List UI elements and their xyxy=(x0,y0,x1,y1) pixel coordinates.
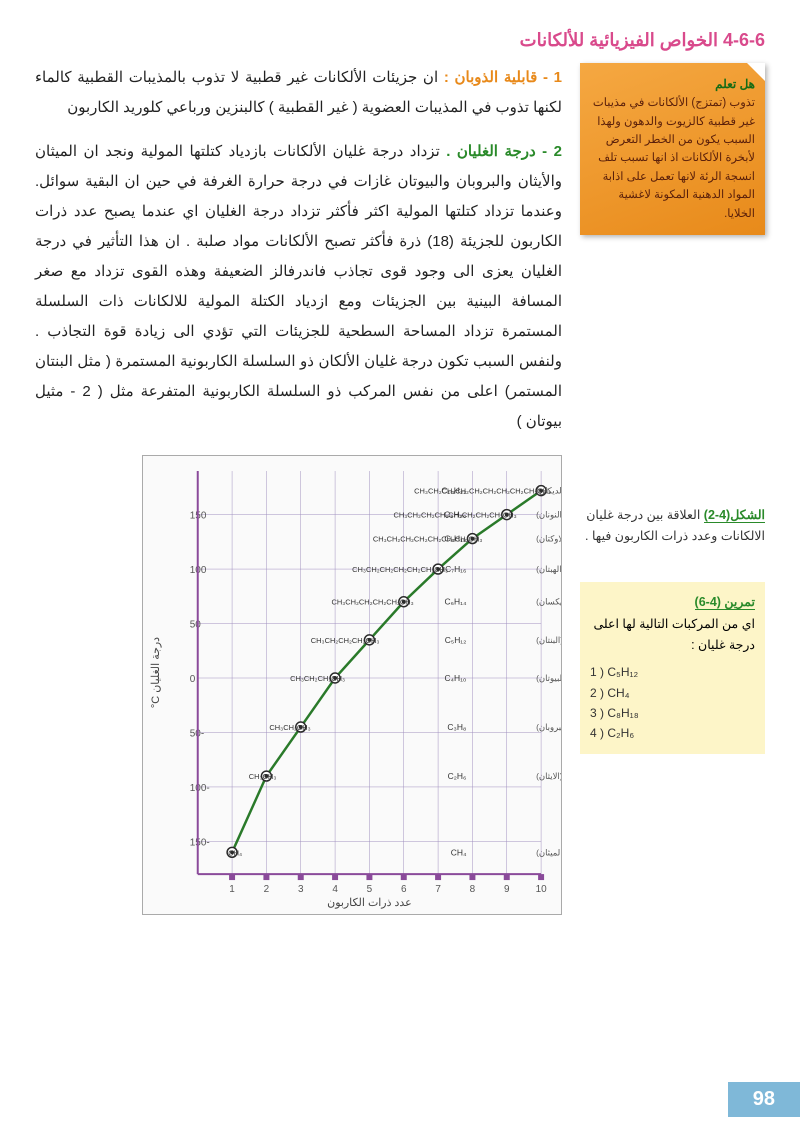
svg-text:8: 8 xyxy=(470,884,476,895)
svg-text:(الاوكتان): (الاوكتان) xyxy=(536,534,561,544)
svg-text:(البنتان): (البنتان) xyxy=(536,635,561,645)
svg-text:CH₄: CH₄ xyxy=(228,848,242,857)
svg-text:CH₃CH₂CH₂CH₂CH₂CH₂CH₂CH₂CH₂CH₃: CH₃CH₂CH₂CH₂CH₂CH₂CH₂CH₂CH₂CH₃ xyxy=(414,487,551,496)
svg-text:3: 3 xyxy=(298,884,304,895)
option-2: 2 ) CH₄ xyxy=(590,683,755,703)
svg-text:-150: -150 xyxy=(190,837,210,848)
svg-text:C₂H₆: C₂H₆ xyxy=(448,771,467,781)
svg-text:CH₃CH₂CH₂CH₂CH₂CH₂CH₃: CH₃CH₂CH₂CH₂CH₂CH₂CH₃ xyxy=(352,565,448,574)
svg-text:-100: -100 xyxy=(190,783,210,794)
svg-text:C₈H₁₈: C₈H₁₈ xyxy=(444,534,466,544)
exercise-title: تمرين (4-6) xyxy=(695,595,755,610)
svg-text:50: 50 xyxy=(190,620,202,631)
svg-text:(الهكسان): (الهكسان) xyxy=(536,597,561,607)
note-title: هل تعلم xyxy=(590,75,755,94)
svg-text:1: 1 xyxy=(229,884,235,895)
svg-text:CH₄: CH₄ xyxy=(451,847,467,857)
section-title: 4-6-6 الخواص الفيزيائية للألكانات xyxy=(35,30,765,51)
svg-text:(الميثان): (الميثان) xyxy=(536,847,561,857)
para1-lead: 1 - قابلية الذوبان : xyxy=(438,69,562,86)
svg-text:5: 5 xyxy=(367,884,373,895)
svg-text:C₁₀H₂₂: C₁₀H₂₂ xyxy=(441,486,466,496)
svg-text:CH₃CH₂CH₂CH₂CH₂CH₃: CH₃CH₂CH₂CH₂CH₂CH₃ xyxy=(331,598,413,607)
exercise-question: اي من المركبات التالية لها اعلى درجة غلي… xyxy=(590,614,755,657)
svg-text:(البروبان): (البروبان) xyxy=(536,722,561,732)
svg-text:0: 0 xyxy=(190,674,196,685)
svg-text:6: 6 xyxy=(401,884,407,895)
option-4: 4 ) C₂H₆ xyxy=(590,723,755,743)
svg-text:2: 2 xyxy=(264,884,270,895)
para2-body: تزداد درجة غليان الألكانات بازدياد كتلته… xyxy=(35,143,562,430)
svg-text:10: 10 xyxy=(536,884,548,895)
svg-text:C₆H₁₄: C₆H₁₄ xyxy=(445,597,467,607)
paragraph-1: 1 - قابلية الذوبان : ان جزيئات الألكانات… xyxy=(35,63,562,123)
svg-text:C₉H₂₀: C₉H₂₀ xyxy=(444,510,467,520)
info-note: هل تعلم تذوب (تمتزج) الألكانات في مذيبات… xyxy=(580,63,765,235)
note-body: تذوب (تمتزج) الألكانات في مذيبات غير قطب… xyxy=(590,94,755,223)
boiling-point-chart: -150-100-5005010015012345678910CH₄CH₄(ال… xyxy=(142,455,562,915)
svg-text:عدد ذرات الكاربون: عدد ذرات الكاربون xyxy=(327,897,411,909)
svg-text:(الهبتان): (الهبتان) xyxy=(536,564,561,574)
figure-caption: الشكل(4-2) العلاقة بين درجة غليان الالكا… xyxy=(580,505,765,548)
svg-text:(الايثان): (الايثان) xyxy=(536,771,561,781)
option-1: 1 ) C₅H₁₂ xyxy=(590,662,755,682)
svg-text:CH₃CH₂CH₂CH₂CH₃: CH₃CH₂CH₂CH₂CH₃ xyxy=(311,636,380,645)
figure-label: الشكل(4-2) xyxy=(704,508,765,523)
exercise-options: 1 ) C₅H₁₂ 2 ) CH₄ 3 ) C₈H₁₈ 4 ) C₂H₆ xyxy=(590,662,755,744)
svg-text:CH₃CH₃: CH₃CH₃ xyxy=(249,772,277,781)
svg-text:C₄H₁₀: C₄H₁₀ xyxy=(444,673,466,683)
svg-text:(النونان): (النونان) xyxy=(536,510,561,520)
svg-text:C₇H₁₆: C₇H₁₆ xyxy=(445,564,466,574)
svg-text:9: 9 xyxy=(504,884,510,895)
svg-text:(الديكان): (الديكان) xyxy=(536,486,561,496)
svg-text:CH₃CH₂CH₂CH₃: CH₃CH₂CH₂CH₃ xyxy=(290,674,345,683)
svg-text:C₅H₁₂: C₅H₁₂ xyxy=(445,635,467,645)
svg-text:(البيوتان): (البيوتان) xyxy=(536,673,561,683)
svg-text:4: 4 xyxy=(332,884,338,895)
option-3: 3 ) C₈H₁₈ xyxy=(590,703,755,723)
svg-text:درجة الغليان C°: درجة الغليان C° xyxy=(150,637,162,708)
svg-text:CH₃CH₂CH₃: CH₃CH₂CH₃ xyxy=(269,723,310,732)
exercise-box: تمرين (4-6) اي من المركبات التالية لها ا… xyxy=(580,582,765,753)
para2-lead: 2 - درجة الغليان . xyxy=(440,143,562,160)
page-number: 98 xyxy=(728,1082,800,1117)
svg-text:C₃H₈: C₃H₈ xyxy=(447,722,466,732)
paragraph-2: 2 - درجة الغليان . تزداد درجة غليان الأل… xyxy=(35,137,562,437)
svg-text:7: 7 xyxy=(435,884,441,895)
